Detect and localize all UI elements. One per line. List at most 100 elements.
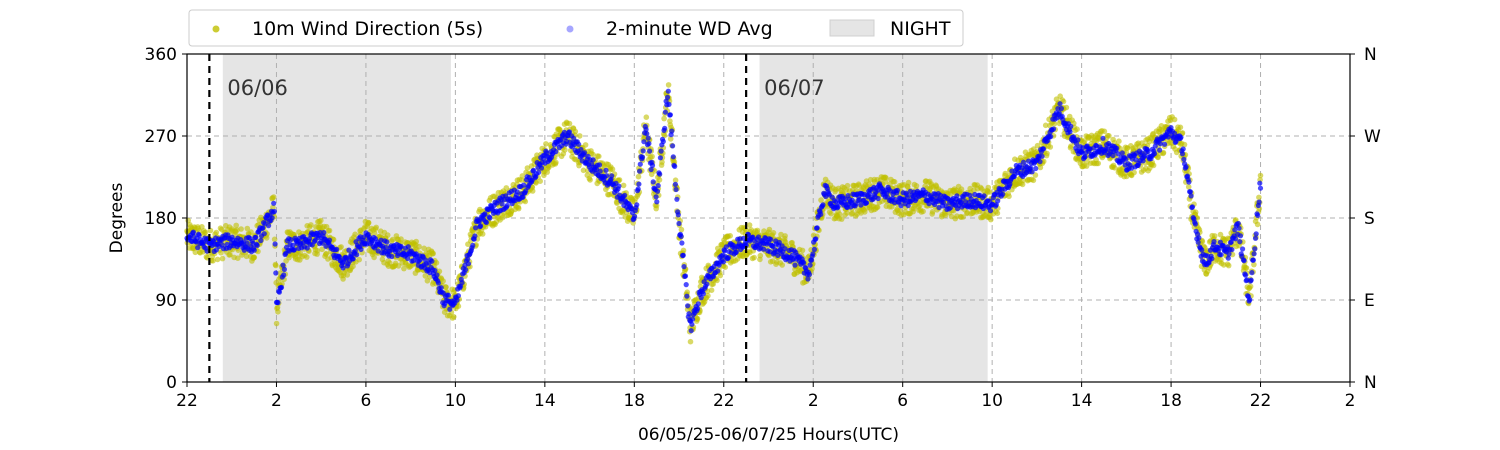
data-point — [1033, 165, 1039, 172]
data-point — [674, 196, 680, 202]
data-point — [684, 289, 690, 296]
data-point — [190, 229, 196, 235]
data-point — [1242, 272, 1249, 278]
data-point — [1186, 179, 1192, 185]
data-point — [654, 188, 661, 194]
data-point — [700, 291, 707, 297]
data-point — [1032, 172, 1039, 178]
data-point — [682, 273, 689, 279]
data-point — [636, 181, 642, 187]
data-point — [687, 338, 694, 345]
data-point — [1075, 137, 1081, 143]
data-point — [768, 236, 774, 242]
data-point — [987, 208, 994, 214]
data-point — [1037, 164, 1044, 171]
data-point — [1181, 156, 1187, 162]
data-point — [635, 173, 642, 180]
data-point — [646, 140, 652, 147]
data-point — [435, 280, 441, 286]
data-point — [620, 182, 627, 189]
data-point — [346, 247, 352, 253]
data-point — [680, 247, 687, 254]
data-point — [658, 148, 664, 154]
data-point — [675, 212, 681, 218]
data-point — [499, 201, 505, 207]
data-point — [1255, 212, 1261, 218]
data-point — [882, 179, 889, 185]
data-point — [270, 194, 277, 200]
data-point — [1101, 128, 1108, 135]
data-point — [634, 202, 640, 208]
data-point — [836, 211, 843, 217]
data-point — [954, 193, 960, 199]
data-point — [580, 167, 587, 174]
data-point — [1189, 204, 1196, 210]
data-point — [562, 147, 568, 153]
data-point — [478, 223, 484, 229]
data-point — [465, 261, 472, 267]
data-point — [314, 248, 321, 254]
data-point — [416, 243, 422, 250]
data-point — [1157, 147, 1163, 153]
data-point — [669, 128, 675, 134]
data-point — [604, 173, 610, 179]
data-point — [1171, 116, 1178, 123]
x-tick-label: 6 — [361, 391, 372, 411]
data-point — [537, 178, 543, 184]
data-point — [1123, 156, 1129, 162]
data-point — [665, 82, 672, 88]
data-point — [609, 166, 616, 172]
data-point — [898, 203, 904, 209]
data-point — [844, 210, 850, 216]
data-point — [536, 169, 542, 175]
data-point — [373, 224, 380, 231]
legend: 10m Wind Direction (5s) 2-minute WD Avg NI… — [188, 9, 964, 47]
y-axis-label: Degrees — [107, 182, 127, 253]
data-point — [708, 287, 715, 294]
data-point — [371, 254, 377, 261]
data-point — [323, 243, 329, 249]
data-point — [813, 236, 819, 242]
data-point — [1047, 144, 1054, 150]
data-series — [184, 82, 1264, 345]
data-point — [1192, 221, 1198, 227]
data-point — [818, 197, 824, 203]
y-tick-label: 0 — [166, 373, 177, 393]
data-point — [271, 236, 278, 243]
data-point — [1228, 239, 1234, 245]
data-point — [981, 193, 987, 199]
data-point — [273, 270, 279, 276]
data-point — [1131, 169, 1137, 176]
data-point — [1082, 154, 1088, 160]
data-point — [808, 257, 815, 263]
data-point — [1257, 185, 1264, 191]
data-point — [1247, 297, 1253, 303]
data-point — [454, 297, 460, 303]
data-point — [213, 247, 219, 253]
data-point — [323, 250, 330, 257]
data-point — [1251, 251, 1257, 257]
data-point — [667, 112, 674, 118]
data-point — [356, 256, 363, 263]
data-point — [1252, 246, 1258, 252]
data-point — [643, 114, 650, 120]
data-point — [455, 303, 462, 310]
x-tick-label: 2 — [271, 391, 282, 411]
data-point — [637, 168, 643, 174]
data-point — [985, 184, 992, 191]
data-point — [689, 321, 695, 327]
data-point — [371, 230, 378, 236]
data-point — [1051, 121, 1058, 127]
data-point — [266, 223, 272, 229]
data-point — [1029, 169, 1035, 175]
legend-box — [188, 9, 964, 47]
data-point — [673, 186, 679, 193]
data-point — [782, 246, 788, 252]
data-point — [678, 226, 685, 233]
data-point — [1067, 129, 1073, 135]
data-point — [754, 227, 761, 234]
data-point — [275, 309, 281, 315]
y-axis-ticks: 0 90 180 270 360 — [145, 45, 187, 393]
data-point — [269, 215, 275, 221]
